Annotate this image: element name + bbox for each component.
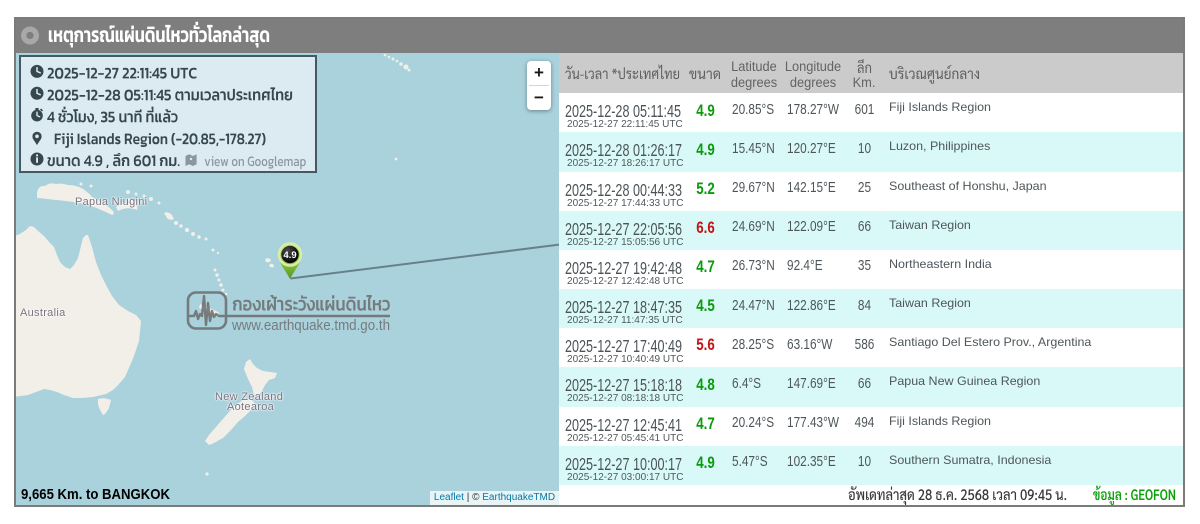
svg-text:www.earthquake.tmd.go.th: www.earthquake.tmd.go.th bbox=[231, 318, 390, 334]
